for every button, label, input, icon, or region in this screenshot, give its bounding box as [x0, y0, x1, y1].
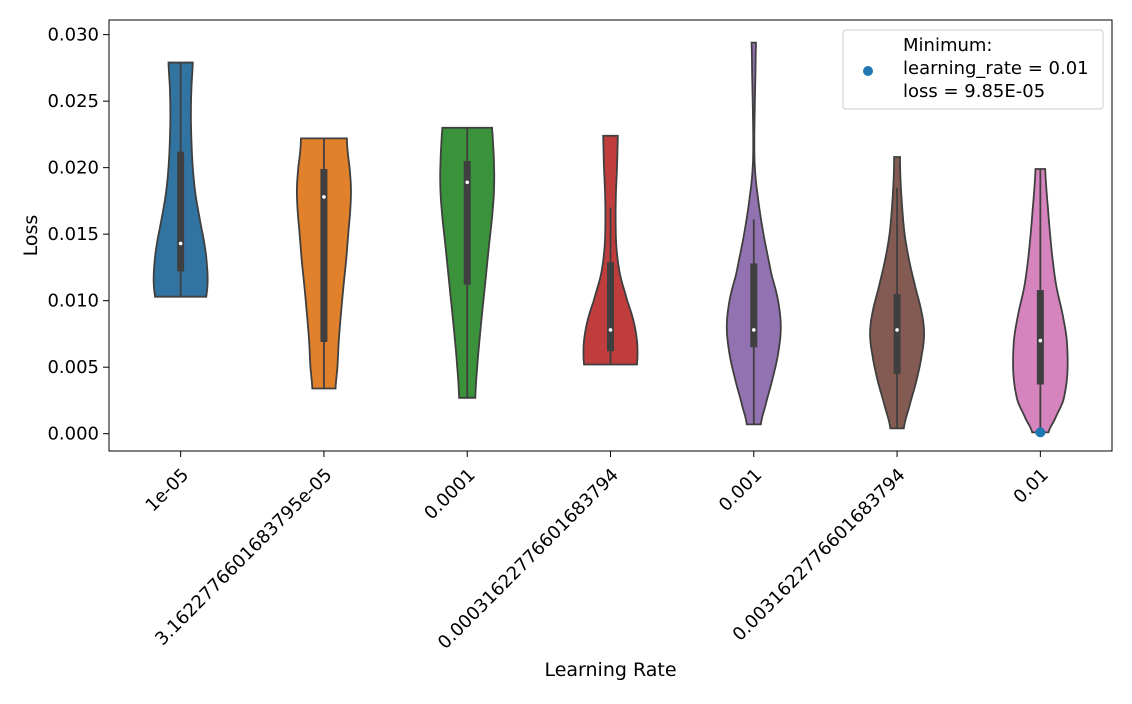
legend: Minimum: learning_rate = 0.01 loss = 9.8… [842, 29, 1104, 110]
violin-median-dot [751, 328, 756, 332]
violin-median-dot [608, 328, 613, 332]
legend-box [842, 29, 1104, 110]
violin-median-dot [322, 195, 326, 199]
violin-median-dot [178, 241, 183, 246]
legend-marker-dot [863, 66, 873, 76]
violin-median-dot [465, 180, 470, 185]
plot-frame [108, 19, 1113, 452]
x-tick-label: 0.0001 [420, 465, 479, 524]
legend-learning-rate: learning_rate = 0.01 [903, 58, 1089, 79]
violin-0.00031622776601683794 [582, 134, 639, 366]
violin-1e-05 [152, 61, 209, 298]
legend-loss: loss = 9.85E-05 [903, 81, 1045, 102]
legend-title: Minimum: [903, 35, 992, 56]
violin-iqr-box [463, 161, 471, 285]
y-axis-label: Loss [20, 215, 42, 257]
minimum-point [1035, 427, 1046, 438]
violin-3.1622776601683795e-05 [295, 137, 352, 390]
violin-0.01 [1012, 168, 1069, 434]
x-tick-label: 0.001 [715, 465, 766, 516]
y-tick-label: 0.015 [47, 224, 99, 245]
violin-iqr-box [607, 262, 614, 352]
violin-median-dot [895, 328, 899, 332]
violin-iqr-box [750, 263, 758, 348]
violin-iqr-box [320, 168, 328, 342]
violin-0.0001 [439, 126, 496, 399]
violin-iqr-box [1036, 290, 1044, 385]
y-tick-label: 0.030 [47, 25, 99, 46]
violin-iqr-box [893, 294, 901, 374]
violin-median-dot [1038, 338, 1043, 343]
y-tick-label: 0.020 [47, 158, 99, 179]
y-tick-label: 0.000 [47, 424, 99, 445]
y-tick-label: 0.025 [47, 91, 99, 112]
violin-0.001 [725, 41, 782, 426]
y-tick-label: 0.005 [47, 357, 99, 378]
x-axis-label: Learning Rate [544, 659, 676, 681]
x-tick-label: 1e-05 [142, 465, 194, 517]
y-tick-label: 0.010 [47, 291, 99, 312]
violin-0.0031622776601683794 [869, 156, 925, 430]
x-axis: 1e-053.1622776601683795e-05 0.00010.00031… [142, 451, 1053, 654]
violin-iqr-box [177, 151, 185, 272]
y-axis: 0.000 0.005 0.010 0.015 0.020 0.025 0.030 [47, 25, 109, 445]
x-tick-label: 0.01 [1010, 465, 1053, 508]
x-tick-label: 0.0031622776601683794 [729, 465, 910, 646]
violins-layer [152, 41, 1069, 438]
